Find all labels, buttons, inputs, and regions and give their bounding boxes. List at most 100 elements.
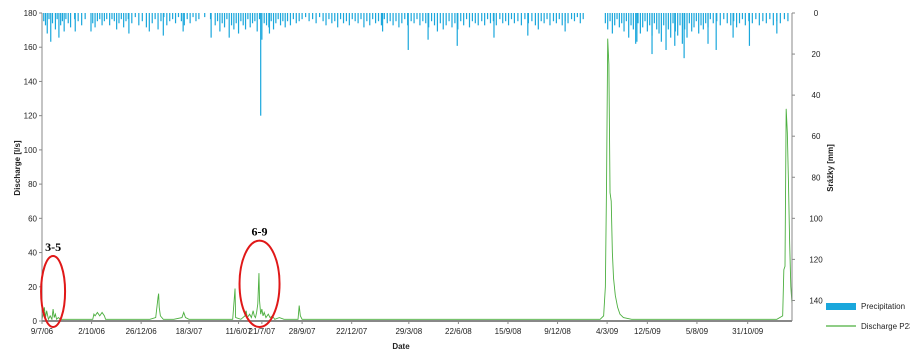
precipitation-bar [351, 13, 353, 20]
x-tick-label: 9/7/06 [31, 327, 54, 336]
precipitation-bar [51, 13, 54, 24]
precipitation-bar [520, 13, 522, 26]
precipitation-bar [128, 13, 130, 34]
precipitation-bar [354, 13, 356, 22]
precipitation-bar [433, 13, 436, 26]
precipitation-bar [174, 13, 177, 24]
precipitation-bar [649, 13, 651, 26]
precipitation-bar [419, 13, 421, 26]
precipitation-bar [58, 13, 60, 38]
precipitation-bar [413, 13, 415, 24]
precipitation-bar [221, 13, 223, 24]
precipitation-bar [681, 13, 683, 44]
precipitation-bar [81, 13, 83, 26]
precipitation-bar [691, 13, 693, 32]
annotations: 3-5 6-9 [40, 225, 281, 329]
precipitation-bar [214, 13, 216, 26]
precipitation-bar [579, 13, 581, 24]
precipitation-bar [527, 13, 529, 36]
precipitation-bar [386, 13, 388, 24]
precipitation-bar [348, 13, 350, 26]
precipitation-bar [776, 13, 778, 34]
precipitation-bar [84, 13, 86, 20]
precipitation-bar [340, 13, 342, 20]
y-right-axis-title: Srážky [mm] [826, 144, 835, 192]
precipitation-bar [111, 13, 113, 20]
precipitation-bar [758, 13, 760, 26]
precipitation-bar [256, 13, 258, 32]
precipitation-bar [251, 13, 254, 24]
precipitation-bar [195, 13, 197, 22]
precipitation-bar [345, 13, 348, 22]
legend: Precipitation Discharge P23 [826, 302, 910, 331]
precipitation-bar [730, 13, 732, 26]
precipitation-bar [357, 13, 359, 24]
precipitation-bar [672, 13, 674, 24]
precipitation-bar [312, 13, 314, 20]
precipitation-bar [272, 13, 275, 30]
precipitation-bar [636, 13, 638, 42]
precipitation-bar [607, 13, 609, 30]
precipitation-bar [546, 13, 548, 20]
precipitation-bar [644, 13, 646, 22]
precipitation-bar [172, 13, 174, 20]
precipitation-bar [295, 13, 297, 24]
precipitation-bar [270, 13, 272, 22]
precipitation-bar [381, 13, 384, 32]
precipitation-bar [372, 13, 374, 20]
precipitation-bar [237, 13, 240, 34]
precipitation-bar [92, 13, 94, 24]
precipitation-bar [166, 13, 168, 26]
precipitation-bar [427, 13, 429, 40]
precipitation-bar [537, 13, 539, 30]
precipitation-bar [723, 13, 725, 20]
precipitation-bar [658, 13, 660, 34]
precipitation-bar [493, 13, 495, 38]
precipitation-bar [567, 13, 569, 24]
x-tick-label: 22/12/07 [336, 327, 368, 336]
precipitation-bar [698, 13, 700, 34]
precipitation-bar [564, 13, 566, 32]
y-left-tick-label: 20 [28, 283, 37, 292]
precipitation-bar [451, 13, 453, 28]
precipitation-bar [616, 13, 618, 20]
discharge-series-line [41, 38, 793, 321]
precipitation-bar [448, 13, 450, 22]
precipitation-bar [380, 13, 383, 26]
precipitation-bar [319, 13, 321, 18]
precipitation-bar [642, 13, 644, 28]
y-left-tick-label: 140 [24, 77, 38, 86]
precipitation-bar [677, 13, 679, 36]
precipitation-bar [656, 13, 658, 30]
precipitation-bar [787, 13, 789, 22]
precipitation-bar [182, 13, 184, 32]
precipitation-bar [430, 13, 433, 22]
precipitation-bar [422, 13, 424, 22]
precipitation-bar [120, 13, 122, 20]
precipitation-bar [625, 13, 627, 22]
precipitation-bar [719, 13, 721, 26]
precipitation-bar [502, 13, 504, 24]
precipitation-bar [322, 13, 324, 22]
precipitation-bar [216, 13, 219, 22]
precipitation-bar [254, 13, 256, 22]
precipitation-bar [439, 13, 441, 24]
precipitation-bar [134, 13, 136, 18]
precipitation-bar [558, 13, 560, 20]
precipitation-bar [90, 13, 92, 32]
precipitation-bar [298, 13, 300, 22]
precipitation-bar [337, 13, 339, 28]
precipitation-bar [186, 13, 188, 20]
precipitation-bar [576, 13, 578, 18]
precipitation-bar [609, 13, 611, 22]
y-left-tick-label: 0 [33, 317, 38, 326]
precipitation-bar [702, 13, 704, 30]
precipitation-bar [154, 13, 156, 20]
precipitation-bar [695, 13, 697, 22]
x-tick-label: 9/12/08 [544, 327, 571, 336]
x-tick-label: 11/6/07 [225, 327, 252, 336]
precipitation-bar [277, 13, 279, 20]
precipitation-bar [653, 13, 655, 24]
precipitation-bar [44, 13, 47, 26]
precipitation-bar [621, 13, 623, 24]
